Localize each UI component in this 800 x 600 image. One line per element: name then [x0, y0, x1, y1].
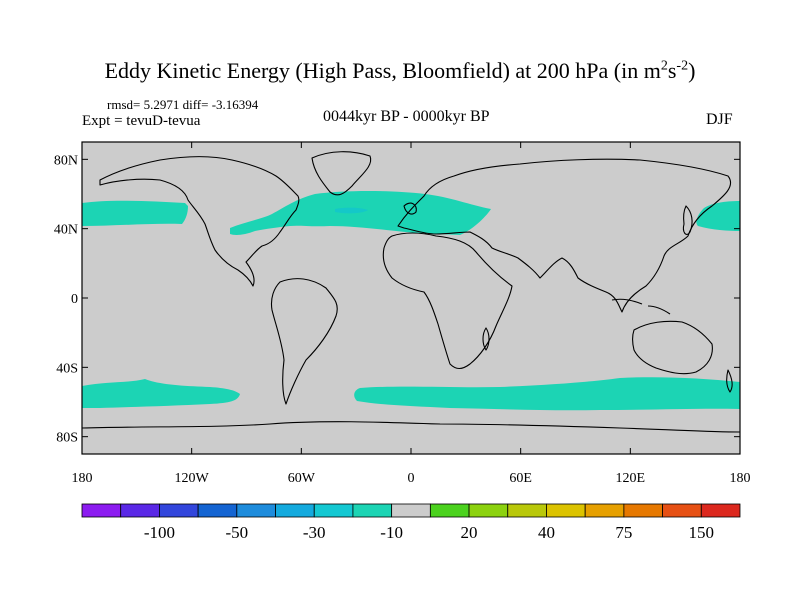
map-panel: 80N 40N 0 40S 80S 180 120W 60W 0 60E 120E 180	[54, 141, 751, 486]
colorbar-swatch	[623, 503, 663, 518]
lat-tick-label: 0	[71, 292, 78, 307]
indonesia-coast	[611, 298, 671, 315]
australia-coast	[631, 320, 713, 375]
plot-title: Eddy Kinetic Energy (High Pass, Bloomfie…	[104, 58, 696, 83]
colorbar-swatch	[546, 503, 586, 518]
new-zealand-coast	[726, 369, 733, 393]
lon-tick-label: 120W	[175, 471, 210, 486]
africa-coast	[382, 232, 513, 370]
north-pacific-east-band	[82, 200, 188, 226]
lon-tick-label: 180	[730, 471, 751, 486]
british-isles-coast	[403, 202, 417, 215]
colorbar-label: -10	[380, 523, 403, 542]
lon-tick-label: 60W	[288, 471, 316, 486]
colorbar-swatch	[120, 503, 160, 518]
lat-tick-label: 40N	[54, 223, 78, 238]
period-label: 0044kyr BP - 0000kyr BP	[323, 108, 490, 125]
colorbar-swatch	[662, 503, 702, 518]
experiment-label: Expt = tevuD-tevua	[82, 113, 201, 129]
colorbar-swatch	[468, 503, 509, 518]
antarctica-coast	[82, 421, 740, 433]
season-label: DJF	[706, 111, 733, 128]
lat-tick-label: 80N	[54, 153, 78, 168]
axis-ticks: 80N 40N 0 40S 80S 180 120W 60W 0 60E 120E 180	[54, 142, 751, 486]
coastlines	[82, 151, 740, 433]
southern-ocean-band-east	[354, 377, 740, 411]
colorbar-swatch	[429, 503, 470, 518]
colorbar-swatch	[700, 503, 741, 518]
colorbar-label: 40	[538, 523, 555, 542]
colorbar: -100 -50 -30 -10 20 40 75 150	[81, 503, 741, 542]
colorbar-swatch	[507, 503, 547, 518]
colorbar-label: 20	[461, 523, 478, 542]
lon-tick-label: 120E	[616, 471, 646, 486]
colorbar-swatch	[584, 503, 625, 518]
colorbar-label: 75	[615, 523, 632, 542]
colorbar-swatch	[236, 503, 276, 518]
greenland-coast	[311, 151, 372, 196]
south-america-coast	[270, 278, 338, 405]
colorbar-swatch	[197, 503, 238, 518]
colorbar-swatch	[159, 503, 199, 518]
colorbar-label: 150	[689, 523, 715, 542]
colorbar-label: -30	[303, 523, 326, 542]
north-pacific-west-band	[696, 201, 740, 231]
north-atlantic-band	[230, 191, 491, 235]
southern-ocean-band-west	[82, 379, 240, 408]
colorbar-swatch	[352, 503, 393, 518]
colorbar-label: -50	[225, 523, 248, 542]
japan-coast	[682, 205, 693, 235]
lon-tick-label: 0	[408, 471, 415, 486]
rmsd-diff-stats: rmsd= 5.2971 diff= -3.16394	[107, 97, 259, 112]
europe-asia-coast	[397, 158, 732, 313]
colorbar-swatch	[391, 503, 431, 518]
lat-tick-label: 80S	[56, 431, 78, 446]
madagascar-coast	[482, 327, 490, 351]
anomaly-shading	[82, 191, 740, 411]
colorbar-swatch	[313, 503, 354, 518]
north-america-coast	[99, 156, 300, 287]
lon-tick-label: 60E	[509, 471, 532, 486]
colorbar-swatch	[81, 503, 122, 518]
lat-tick-label: 40S	[56, 361, 78, 376]
band-core	[335, 207, 368, 214]
lon-tick-label: 180	[72, 471, 93, 486]
colorbar-swatch	[275, 503, 315, 518]
colorbar-label: -100	[144, 523, 175, 542]
